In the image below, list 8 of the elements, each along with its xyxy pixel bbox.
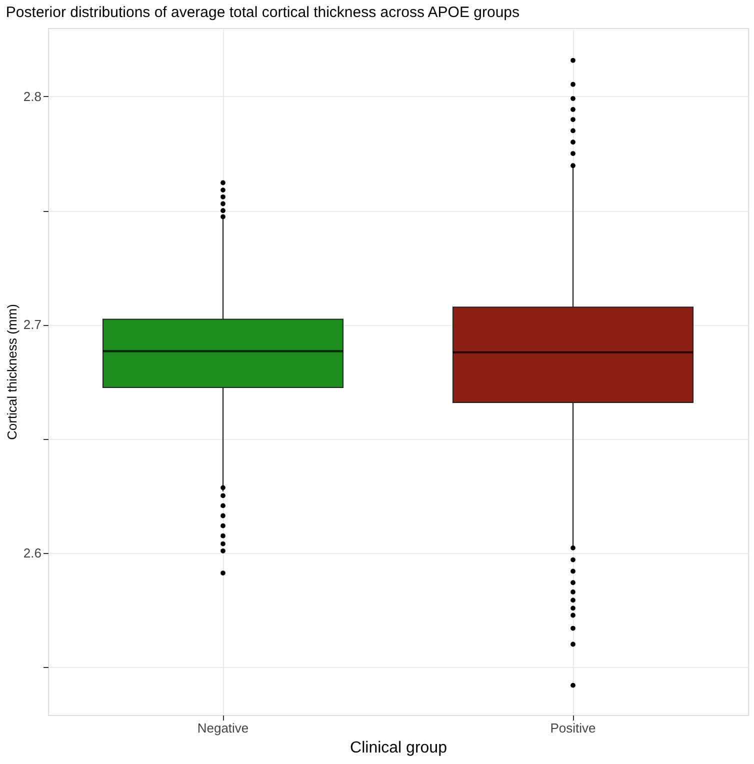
y-axis-title: Cortical thickness (mm) (4, 304, 20, 440)
x-axis-title: Clinical group (350, 740, 448, 756)
x-tick-label: Negative (197, 720, 249, 736)
y-tick-label: 2.7 (23, 317, 42, 332)
x-tick-label: Positive (550, 720, 596, 736)
y-tick-label: 2.8 (23, 88, 42, 104)
chart-title: Posterior distributions of average total cortical thickness across APOE groups (6, 4, 520, 21)
y-tick-label: 2.6 (23, 545, 42, 560)
